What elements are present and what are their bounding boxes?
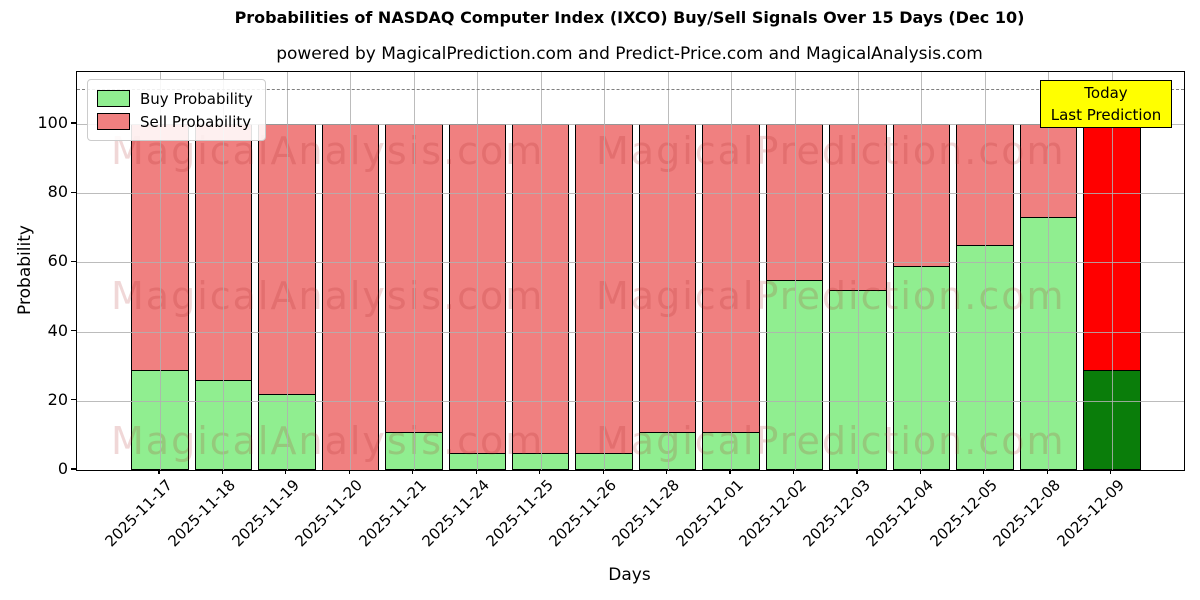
x-tick-label: 2025-12-03 xyxy=(799,476,874,551)
legend-item: Buy Probability xyxy=(97,87,253,110)
x-tick-label: 2025-12-05 xyxy=(926,476,1001,551)
y-tick-mark xyxy=(71,468,76,470)
x-tick-mark xyxy=(412,469,414,474)
x-tick-label: 2025-11-24 xyxy=(418,476,493,551)
vertical-gridline xyxy=(604,72,606,470)
x-tick-label: 2025-11-20 xyxy=(291,476,367,551)
x-tick-mark xyxy=(348,469,350,474)
today-annotation-line2: Last Prediction xyxy=(1050,106,1162,124)
legend-item: Sell Probability xyxy=(97,110,253,133)
y-tick-label: 40 xyxy=(47,320,68,340)
x-tick-mark xyxy=(475,469,477,474)
y-tick-mark xyxy=(71,122,76,124)
x-tick-label: 2025-11-25 xyxy=(482,476,557,551)
y-tick-label: 100 xyxy=(37,112,68,132)
vertical-gridline xyxy=(477,72,479,470)
y-tick-mark xyxy=(71,329,76,332)
x-tick-mark xyxy=(919,469,921,474)
x-tick-mark xyxy=(856,469,858,474)
horizontal-gridline xyxy=(77,123,1184,125)
today-annotation: Today Last Prediction xyxy=(1040,80,1172,128)
watermark-text: MagicalPrediction.com xyxy=(596,274,1066,318)
x-tick-mark xyxy=(221,469,224,474)
watermark-text: MagicalAnalysis.com xyxy=(111,274,545,318)
chart-subtitle: powered by MagicalPrediction.com and Pre… xyxy=(276,44,983,64)
x-tick-mark xyxy=(729,469,731,474)
legend-sell-swatch xyxy=(97,113,130,130)
watermark-text: MagicalPrediction.com xyxy=(596,129,1066,173)
x-tick-label: 2025-12-04 xyxy=(862,476,938,551)
legend: Buy Probability Sell Probability xyxy=(87,79,266,141)
horizontal-gridline xyxy=(77,400,1184,402)
vertical-gridline xyxy=(540,72,542,470)
x-tick-mark xyxy=(1110,469,1112,474)
vertical-gridline xyxy=(921,72,923,470)
x-tick-mark xyxy=(158,469,160,474)
x-tick-label: 2025-12-02 xyxy=(735,476,811,551)
x-tick-mark xyxy=(983,469,985,474)
x-tick-label: 2025-11-28 xyxy=(608,476,684,551)
x-tick-mark xyxy=(285,469,287,474)
x-axis-label: Days xyxy=(608,565,651,585)
x-tick-label: 2025-12-01 xyxy=(672,476,747,551)
vertical-gridline xyxy=(160,72,161,470)
watermark-text: MagicalPrediction.com xyxy=(596,419,1066,463)
y-tick-label: 0 xyxy=(57,459,68,478)
x-tick-mark xyxy=(1046,469,1048,474)
x-tick-label: 2025-12-08 xyxy=(989,476,1065,551)
legend-buy-swatch xyxy=(97,90,130,107)
x-tick-mark xyxy=(539,469,541,474)
dashed-threshold-line xyxy=(77,89,1184,91)
vertical-gridline xyxy=(350,72,352,470)
vertical-gridline xyxy=(413,72,415,470)
vertical-gridline xyxy=(286,72,288,470)
horizontal-gridline xyxy=(77,262,1184,264)
vertical-gridline xyxy=(1111,72,1113,470)
y-tick-label: 20 xyxy=(47,389,68,409)
x-tick-label: 2025-11-19 xyxy=(228,476,303,551)
vertical-gridline xyxy=(857,72,859,470)
y-tick-mark xyxy=(71,399,76,401)
vertical-gridline xyxy=(984,72,986,470)
x-tick-label: 2025-11-17 xyxy=(101,476,176,551)
legend-item-label: Sell Probability xyxy=(140,112,252,131)
x-tick-label: 2025-11-18 xyxy=(164,476,240,551)
y-tick-label: 60 xyxy=(47,251,68,271)
y-tick-mark xyxy=(71,260,76,262)
x-tick-label: 2025-11-21 xyxy=(355,476,430,551)
x-tick-label: 2025-11-26 xyxy=(545,476,620,551)
x-tick-mark xyxy=(792,469,795,474)
vertical-gridline xyxy=(667,72,669,470)
plot-area: Buy Probability Sell Probability MagicalA… xyxy=(76,71,1185,471)
legend-item-label: Buy Probability xyxy=(140,89,253,108)
vertical-gridline xyxy=(1048,72,1050,470)
y-tick-label: 80 xyxy=(47,182,68,202)
x-tick-mark xyxy=(602,469,604,474)
watermark-text: MagicalAnalysis.com xyxy=(111,419,545,463)
x-tick-label: 2025-12-09 xyxy=(1053,476,1128,551)
vertical-gridline xyxy=(731,72,733,470)
y-tick-mark xyxy=(71,191,76,193)
today-annotation-line1: Today xyxy=(1084,84,1128,102)
x-tick-mark xyxy=(666,469,668,474)
horizontal-gridline xyxy=(77,193,1184,195)
vertical-gridline xyxy=(223,72,225,470)
chart-title: Probabilities of NASDAQ Computer Index (… xyxy=(234,8,1025,27)
horizontal-gridline xyxy=(77,331,1184,333)
vertical-gridline xyxy=(794,72,796,470)
